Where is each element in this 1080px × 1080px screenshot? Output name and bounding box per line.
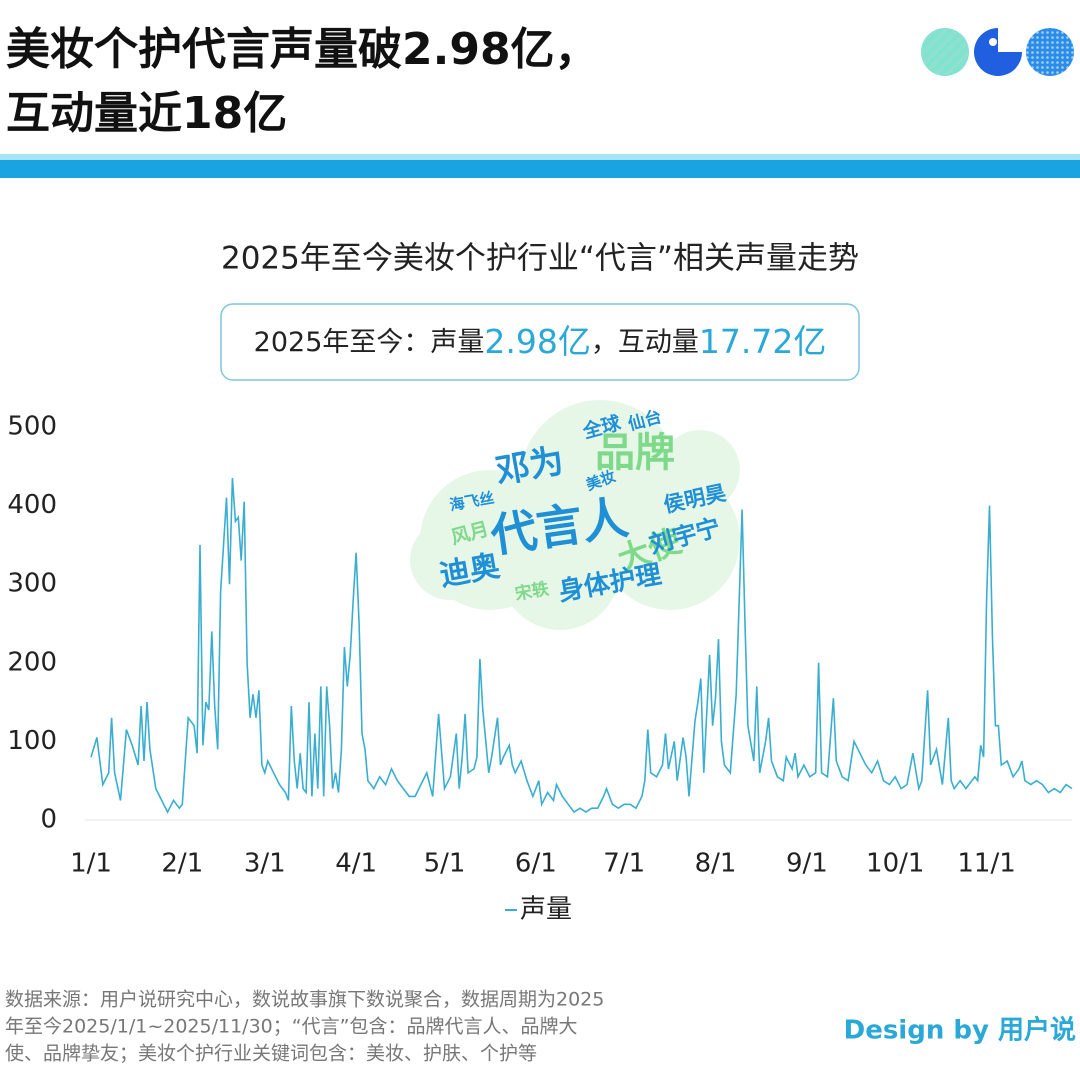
source-note: 使、品牌挚友；美妆个护行业关键词包含：美妆、护肤、个护等 <box>5 1043 537 1065</box>
y-tick-label: 0 <box>40 805 57 835</box>
logo <box>921 28 1074 76</box>
x-tick-label: 2/1 <box>161 849 203 879</box>
summary-value: 2.98亿 <box>484 322 590 361</box>
y-tick-label: 400 <box>7 490 57 520</box>
x-tick-label: 5/1 <box>424 849 466 879</box>
summary-box <box>220 303 860 381</box>
x-tick-label: 10/1 <box>866 849 924 879</box>
summary-text: 2025年至今：声量 <box>254 327 485 358</box>
word-cloud-word: 品牌 <box>595 430 675 476</box>
y-tick-label: 300 <box>7 569 57 599</box>
legend-label: 声量 <box>520 895 572 925</box>
source-note: 数据来源：用户说研究中心，数说故事旗下数说聚合，数据周期为2025 <box>5 989 604 1011</box>
line-series <box>90 478 1073 814</box>
header-band <box>0 160 1080 178</box>
credit: Design by 用户说 <box>844 1015 1076 1046</box>
y-tick-label: 100 <box>7 726 57 756</box>
x-tick-label: 3/1 <box>244 849 286 879</box>
header-stripe <box>0 154 1080 160</box>
summary-value: 17.72亿 <box>699 322 826 361</box>
x-tick-label: 1/1 <box>70 849 112 879</box>
summary: 2025年至今：声量2.98亿，互动量17.72亿 <box>254 322 827 361</box>
header-title: 美妆个护代言声量破2.98亿， <box>6 24 599 75</box>
y-tick-label: 200 <box>7 647 57 677</box>
summary-text: ，互动量 <box>591 327 699 358</box>
x-tick-label: 9/1 <box>786 849 828 879</box>
x-tick-label: 7/1 <box>603 849 645 879</box>
x-tick-label: 11/1 <box>957 849 1015 879</box>
y-tick-label: 500 <box>7 412 57 442</box>
x-tick-label: 4/1 <box>335 849 377 879</box>
x-tick-label: 6/1 <box>515 849 557 879</box>
header-title: 互动量近18亿 <box>6 88 287 139</box>
chart-title: 2025年至今美妆个护行业“代言”相关声量走势 <box>221 241 859 277</box>
x-tick-label: 8/1 <box>695 849 737 879</box>
word-cloud-shape <box>410 400 740 630</box>
source-note: 年至今2025/1/1~2025/11/30；“代言”包含：品牌代言人、品牌大 <box>5 1016 577 1038</box>
